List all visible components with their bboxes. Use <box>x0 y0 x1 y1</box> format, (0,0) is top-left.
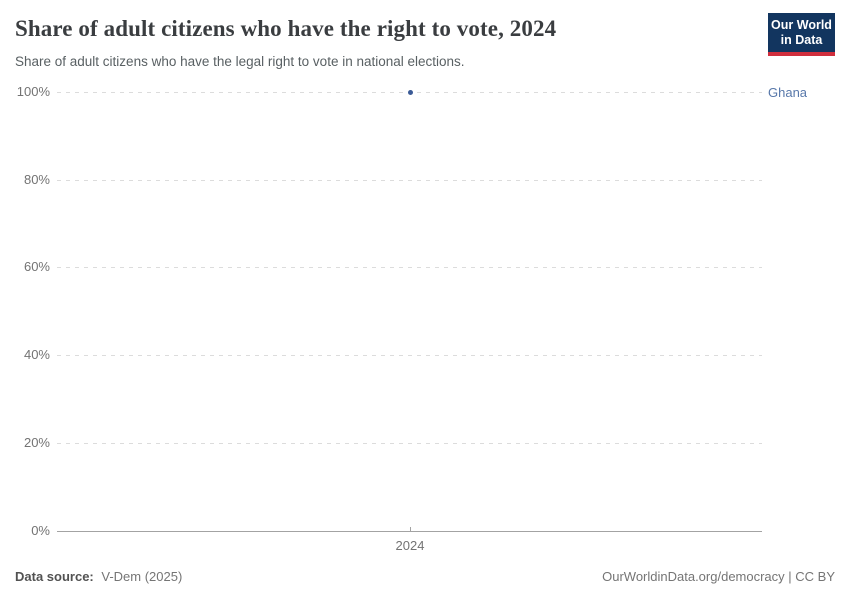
data-source-label: Data source: <box>15 569 94 584</box>
y-tick-label-20: 20% <box>23 435 50 450</box>
owid-logo-line2: in Data <box>780 33 823 47</box>
data-point-ghana[interactable] <box>408 90 413 95</box>
owid-logo[interactable]: Our World in Data <box>768 13 835 56</box>
chart-footer: Data source: V-Dem (2025) OurWorldinData… <box>15 569 835 584</box>
x-tick-label-2024: 2024 <box>395 538 425 553</box>
x-axis-tick-mark <box>410 527 411 531</box>
gridline-40 <box>57 355 762 356</box>
y-tick-label-60: 60% <box>23 259 50 274</box>
gridline-80 <box>57 180 762 181</box>
gridline-60 <box>57 267 762 268</box>
owid-logo-line1: Our World <box>771 18 832 32</box>
chart-title: Share of adult citizens who have the rig… <box>15 16 557 41</box>
license-link[interactable]: OurWorldinData.org/democracy | CC BY <box>602 569 835 584</box>
entity-label-ghana[interactable]: Ghana <box>768 85 808 100</box>
chart-subtitle: Share of adult citizens who have the leg… <box>15 54 465 69</box>
y-tick-label-80: 80% <box>23 172 50 187</box>
x-axis-line <box>57 531 762 532</box>
y-tick-label-0: 0% <box>31 523 50 538</box>
y-tick-label-100: 100% <box>16 84 50 99</box>
data-source-value[interactable]: V-Dem (2025) <box>101 569 183 584</box>
data-source: Data source: V-Dem (2025) <box>15 569 182 584</box>
y-tick-label-40: 40% <box>23 347 50 362</box>
gridline-20 <box>57 443 762 444</box>
